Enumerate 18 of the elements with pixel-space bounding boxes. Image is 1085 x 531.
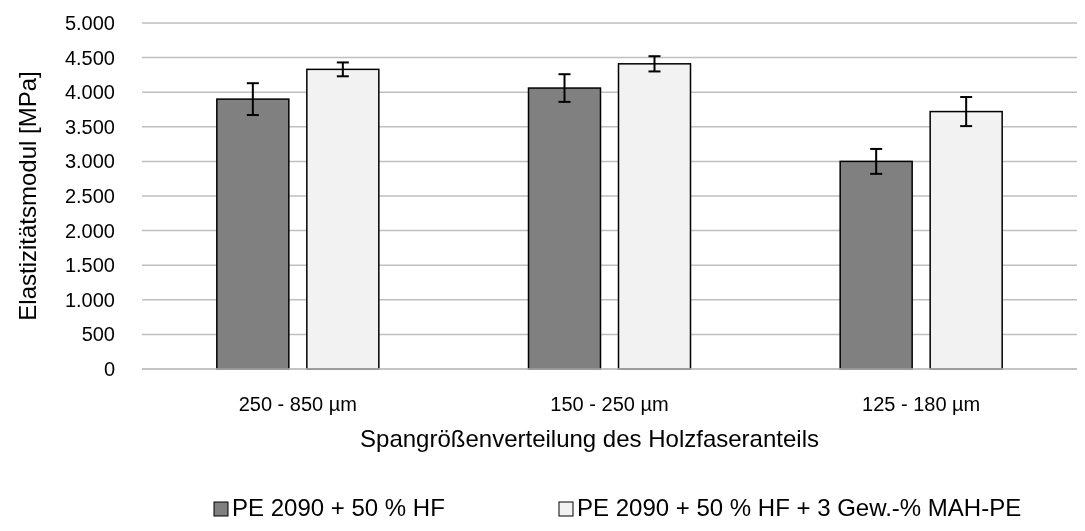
legend-label: PE 2090 + 50 % HF + 3 Gew.-% MAH-PE — [577, 494, 1022, 521]
x-tick-label: 125 - 180 µm — [862, 393, 981, 415]
y-tick-label: 4.000 — [64, 81, 115, 104]
y-tick-label: 2.000 — [64, 219, 115, 242]
x-tick-label: 250 - 850 µm — [238, 393, 357, 415]
x-tick-label: 150 - 250 µm — [550, 393, 669, 415]
y-tick-label: 3.000 — [64, 150, 115, 173]
y-tick-label: 4.500 — [64, 46, 115, 69]
y-tick-label: 3.500 — [64, 115, 115, 138]
y-axis-title: Elastizitätsmodul [MPa] — [14, 71, 41, 321]
y-tick-label: 500 — [81, 323, 115, 346]
x-axis-title: Spangrößenverteilung des Holzfaseranteils — [360, 425, 819, 452]
y-tick-label: 2.500 — [64, 185, 115, 207]
y-tick-label: 1.500 — [64, 254, 115, 277]
y-tick-label: 1.000 — [64, 288, 115, 311]
y-tick-label: 5.000 — [64, 12, 115, 34]
legend-label: PE 2090 + 50 % HF — [232, 494, 445, 521]
y-tick-label: 0 — [103, 358, 115, 380]
